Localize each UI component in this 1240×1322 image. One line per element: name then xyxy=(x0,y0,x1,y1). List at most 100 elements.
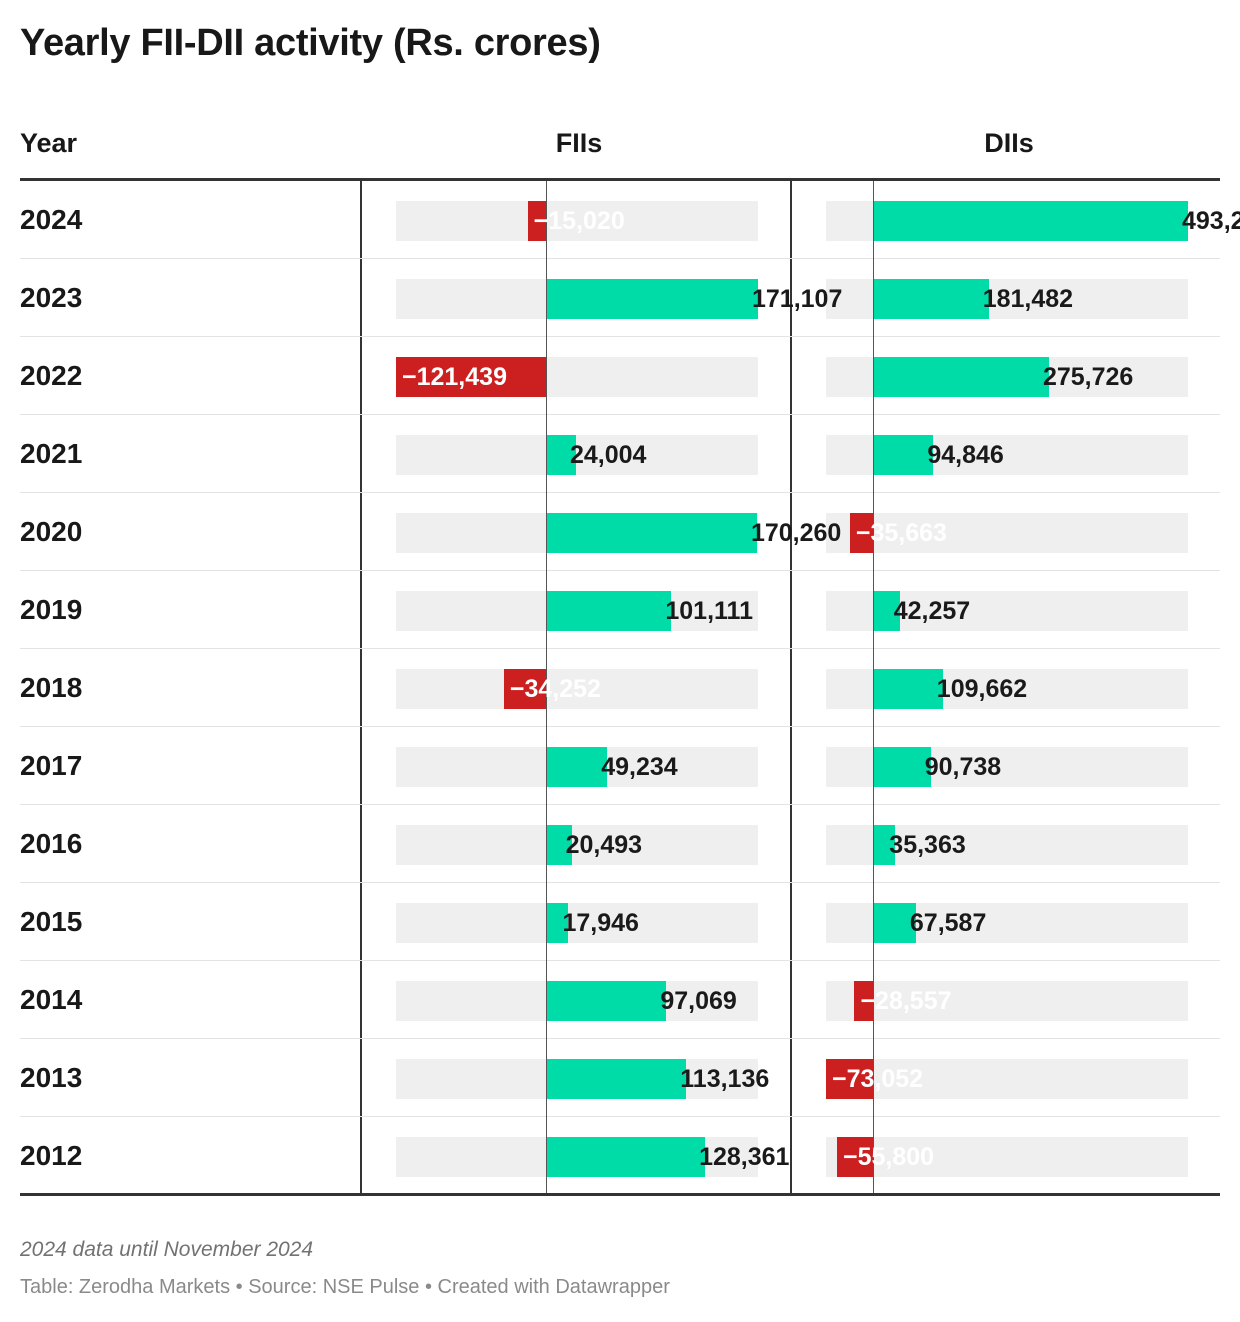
dii-bar-track: −73,052 xyxy=(826,1059,1188,1099)
table-row: 2013 113,136 −73,052 xyxy=(20,1039,1220,1117)
dii-value-label: 94,846 xyxy=(927,441,1004,469)
fii-bar[interactable] xyxy=(546,591,672,631)
year-label: 2023 xyxy=(20,282,83,313)
fii-bar[interactable] xyxy=(546,825,572,865)
dii-bar[interactable] xyxy=(872,435,934,475)
fii-bar[interactable] xyxy=(546,981,667,1021)
fii-bar-track: 101,111 xyxy=(396,591,758,631)
fii-bar[interactable] xyxy=(546,435,576,475)
year-label: 2024 xyxy=(20,204,83,235)
row-divider xyxy=(20,804,1220,805)
fii-bar-track: 97,069 xyxy=(396,981,758,1021)
fii-bar-track: 171,107 xyxy=(396,279,842,319)
row-divider xyxy=(20,648,1220,649)
year-label: 2015 xyxy=(20,906,83,937)
fii-bar-track: 20,493 xyxy=(396,825,758,865)
fii-column-header[interactable]: FIIs xyxy=(555,128,603,158)
row-divider xyxy=(20,414,1220,415)
fii-bar[interactable] xyxy=(546,903,569,943)
dii-bar-track: −28,557 xyxy=(826,981,1188,1021)
dii-bar-track: 181,482 xyxy=(826,279,1188,319)
row-divider xyxy=(20,960,1220,961)
dii-bar-track: 35,363 xyxy=(826,825,1188,865)
dii-value-label: 109,662 xyxy=(936,675,1028,703)
dii-bar-track: −35,663 xyxy=(826,513,1188,553)
dii-column-header[interactable]: DIIs xyxy=(984,128,1034,158)
year-label: 2019 xyxy=(20,594,83,625)
fii-bar-track: 113,136 xyxy=(396,1059,769,1099)
year-label: 2018 xyxy=(20,672,83,703)
row-divider xyxy=(20,258,1220,259)
dii-bar[interactable] xyxy=(837,1137,873,1177)
table-row: 2019 101,111 42,257 xyxy=(20,571,1220,649)
fii-bar[interactable] xyxy=(396,357,547,397)
table-row: 2021 24,004 94,846 xyxy=(20,415,1220,493)
fii-bar[interactable] xyxy=(503,669,547,709)
fii-value-label: 97,069 xyxy=(660,987,737,1015)
fii-bar[interactable] xyxy=(546,747,608,787)
fii-bar[interactable] xyxy=(546,1137,706,1177)
dii-value-label: 42,257 xyxy=(893,597,971,625)
dii-bar-track: 42,257 xyxy=(826,591,1188,631)
fii-zero-line xyxy=(546,181,547,1193)
year-label: 2013 xyxy=(20,1062,83,1093)
fii-value-label: −121,439 xyxy=(402,363,507,391)
dii-bar-track: 90,738 xyxy=(826,747,1188,787)
dii-value-label: 67,587 xyxy=(909,909,987,937)
dii-bar[interactable] xyxy=(872,747,931,787)
table-row: 2018 −34,252 109,662 xyxy=(20,649,1220,727)
table-row: 2012 128,361 −55,800 xyxy=(20,1117,1220,1195)
fii-bar[interactable] xyxy=(527,201,547,241)
year-label: 2021 xyxy=(20,438,83,469)
dii-value-label: −28,557 xyxy=(860,987,952,1015)
dii-bar-track: 67,587 xyxy=(826,903,1188,943)
dii-bar-track: 275,726 xyxy=(826,357,1188,397)
dii-bar-track: 493,244 xyxy=(826,201,1240,241)
fii-value-label: −34,252 xyxy=(509,675,601,703)
year-column-header[interactable]: Year xyxy=(20,128,78,158)
fii-bar[interactable] xyxy=(546,279,758,319)
dii-bar[interactable] xyxy=(849,513,873,553)
fii-bar-track: −15,020 xyxy=(396,201,758,241)
table-row: 2022 −121,439 275,726 xyxy=(20,337,1220,415)
table-row: 2014 97,069 −28,557 xyxy=(20,961,1220,1039)
dii-value-label: 181,482 xyxy=(982,285,1074,313)
fii-bar-track: 17,946 xyxy=(396,903,758,943)
dii-bar[interactable] xyxy=(872,669,943,709)
fii-bar-track: 49,234 xyxy=(396,747,758,787)
dii-value-label: 90,738 xyxy=(924,753,1002,781)
fii-value-label: −15,020 xyxy=(533,207,625,235)
dii-bar[interactable] xyxy=(872,825,896,865)
dii-bar[interactable] xyxy=(826,1059,873,1099)
dii-zero-line xyxy=(873,181,874,1193)
table-row: 2024 −15,020 493,244 xyxy=(20,181,1240,259)
fii-bar[interactable] xyxy=(546,513,757,553)
table-row: 2017 49,234 90,738 xyxy=(20,727,1220,805)
dii-value-label: −55,800 xyxy=(843,1143,935,1171)
dii-bar[interactable] xyxy=(872,591,900,631)
dii-bar[interactable] xyxy=(872,357,1049,397)
fii-value-label: 101,111 xyxy=(665,597,753,625)
dii-bar[interactable] xyxy=(872,279,989,319)
row-divider xyxy=(20,492,1220,493)
year-label: 2014 xyxy=(20,984,83,1015)
fii-dii-column-separator xyxy=(790,181,792,1193)
fii-value-label: 170,260 xyxy=(750,519,842,547)
dii-bar[interactable] xyxy=(854,981,873,1021)
fii-bar-track: 24,004 xyxy=(396,435,758,475)
year-label: 2016 xyxy=(20,828,83,859)
fii-bar[interactable] xyxy=(546,1059,687,1099)
year-label: 2017 xyxy=(20,750,83,781)
table-row: 2023 171,107 181,482 xyxy=(20,259,1220,337)
dii-bar[interactable] xyxy=(872,903,916,943)
table-row: 2020 170,260 −35,663 xyxy=(20,493,1220,571)
dii-value-label: 35,363 xyxy=(889,831,966,859)
table-header: Year FIIs DIIs xyxy=(20,128,1220,164)
dii-bar[interactable] xyxy=(872,201,1188,241)
row-divider xyxy=(20,726,1220,727)
row-divider xyxy=(20,336,1220,337)
fii-value-label: 20,493 xyxy=(565,831,643,859)
table-top-rule xyxy=(20,178,1220,181)
year-fii-column-separator xyxy=(360,181,362,1193)
dii-value-label: 275,726 xyxy=(1042,363,1134,391)
